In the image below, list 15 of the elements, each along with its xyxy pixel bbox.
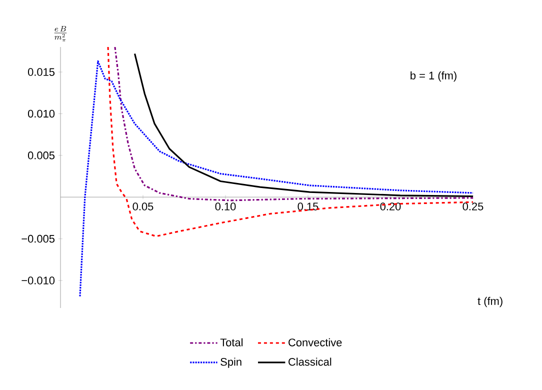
y-tick-label: −0.005 (22, 234, 55, 243)
legend-label: Spin (220, 358, 242, 368)
y-tick-label: 0.010 (28, 110, 55, 118)
annotation: b = 1 (fm) (410, 71, 456, 82)
y-tick-label: 0.005 (28, 152, 55, 160)
y-tick-label: 0.015 (28, 68, 55, 76)
y-axis-title: $\frac{e\,B}{m_\pi^2}$ (54, 26, 67, 42)
x-axis-title: t (fm) (478, 296, 502, 308)
legend-label: Total (220, 338, 243, 346)
legend-label: Convective (288, 338, 342, 346)
legend-label: Classical (288, 358, 332, 366)
x-tick-label: 0.25 (462, 202, 484, 210)
y-tick-label: −0.010 (22, 276, 55, 284)
x-tick-label: 0.10 (215, 202, 236, 210)
x-tick-label: 0.05 (132, 202, 154, 210)
